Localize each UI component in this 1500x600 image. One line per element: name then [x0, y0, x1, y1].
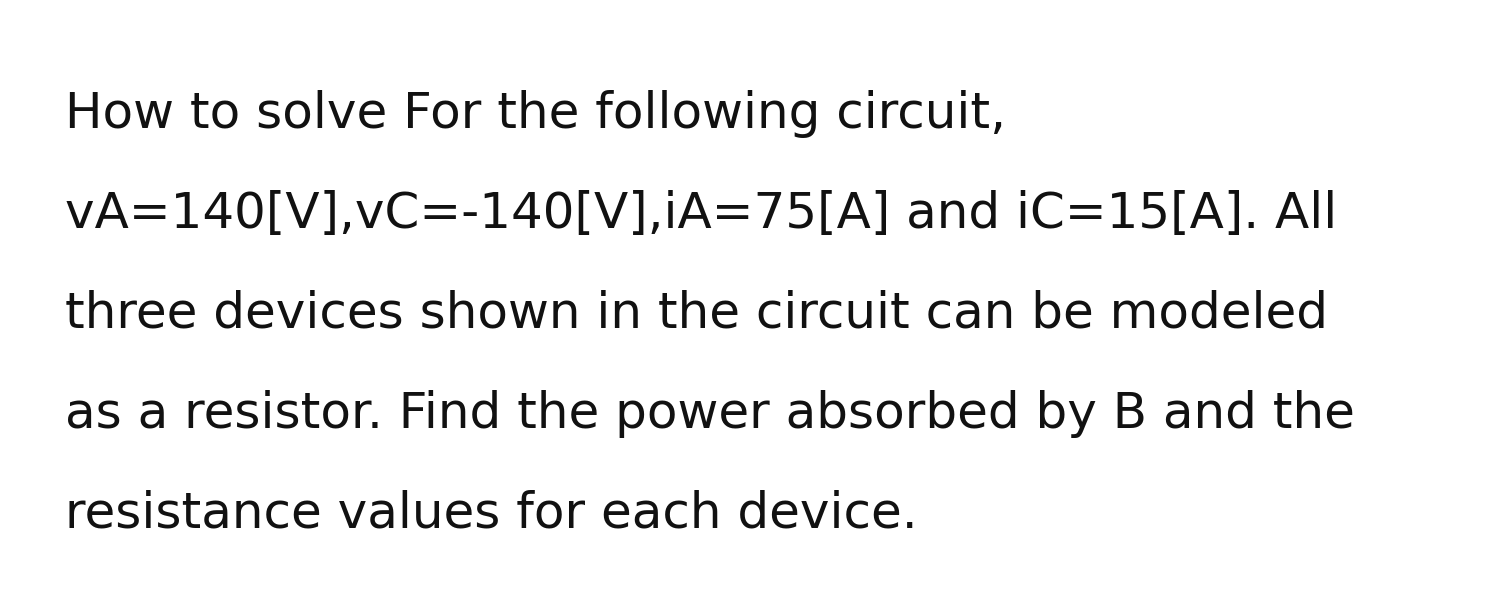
Text: How to solve For the following circuit,: How to solve For the following circuit,: [64, 90, 1006, 138]
Text: resistance values for each device.: resistance values for each device.: [64, 490, 918, 538]
Text: three devices shown in the circuit can be modeled: three devices shown in the circuit can b…: [64, 290, 1328, 338]
Text: as a resistor. Find the power absorbed by B and the: as a resistor. Find the power absorbed b…: [64, 390, 1354, 438]
Text: vA=140[V],vC=-140[V],iA=75[A] and iC=15[A]. All: vA=140[V],vC=-140[V],iA=75[A] and iC=15[…: [64, 190, 1338, 238]
